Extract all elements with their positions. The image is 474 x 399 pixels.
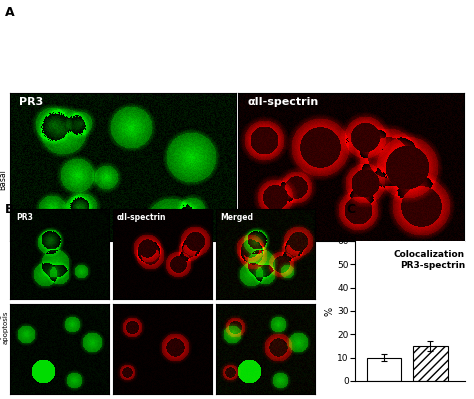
Bar xyxy=(366,358,401,381)
Bar xyxy=(413,346,447,381)
Text: Physiologic
apoptosis: Physiologic apoptosis xyxy=(0,308,9,347)
Text: PR3: PR3 xyxy=(19,97,43,107)
Text: A: A xyxy=(5,6,14,19)
Y-axis label: %: % xyxy=(325,306,335,316)
Text: C: C xyxy=(346,203,355,217)
Text: Merged: Merged xyxy=(220,213,253,222)
Text: B: B xyxy=(5,203,14,217)
Text: Colocalization
PR3-spectrin: Colocalization PR3-spectrin xyxy=(394,250,465,270)
Text: Basal: Basal xyxy=(0,169,7,190)
Text: PR3: PR3 xyxy=(16,213,33,222)
Text: αII-spectrin: αII-spectrin xyxy=(247,97,318,107)
Text: αII-spectrin: αII-spectrin xyxy=(117,213,166,222)
